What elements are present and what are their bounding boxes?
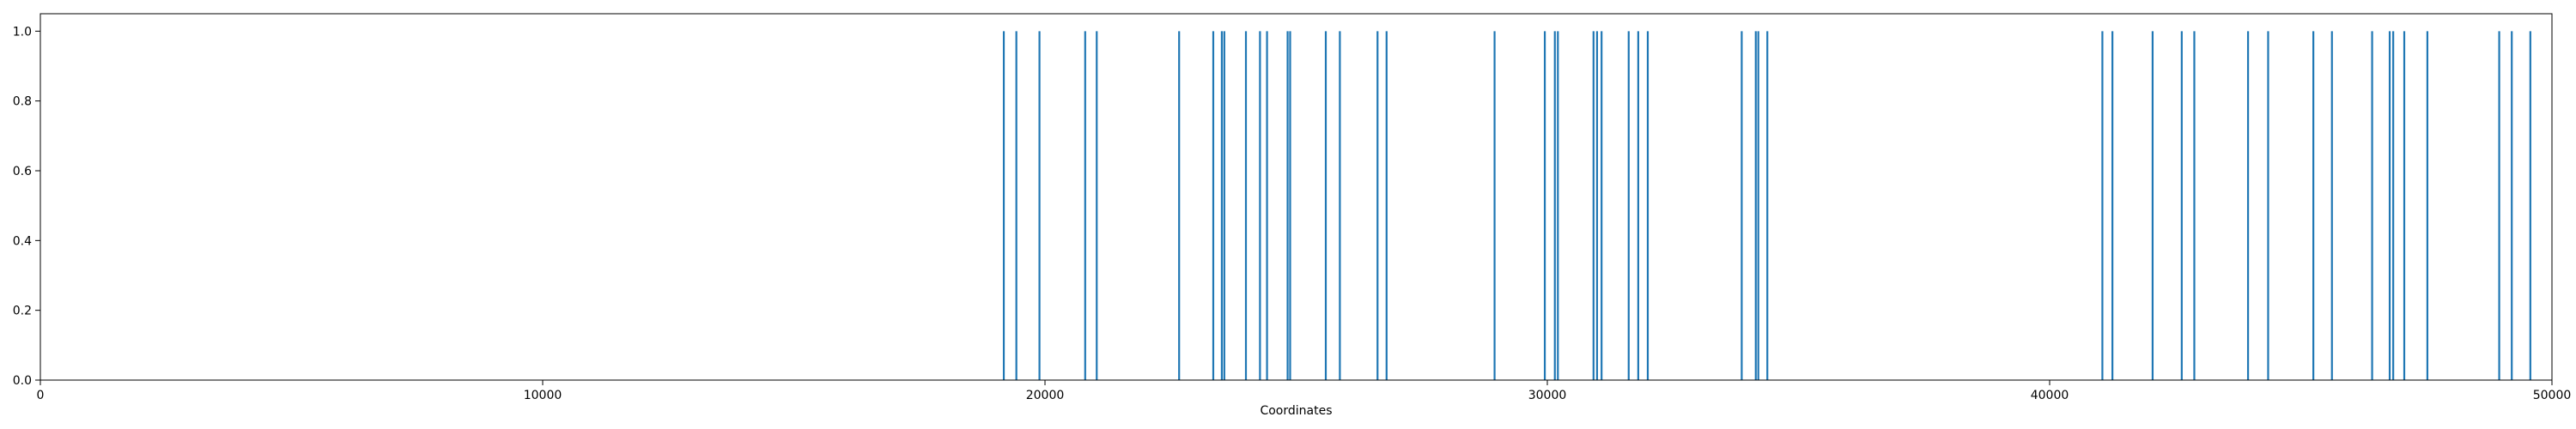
y-tick-label: 0.4 (13, 234, 32, 248)
y-tick-label: 0.0 (13, 374, 32, 388)
y-tick-label: 0.6 (13, 165, 32, 178)
y-tick-label: 0.2 (13, 305, 32, 318)
x-tick-label: 0 (37, 389, 45, 402)
x-tick-label: 10000 (524, 389, 562, 402)
y-tick-label: 1.0 (13, 25, 32, 39)
bars-group (1002, 31, 2531, 380)
y-axis: 0.0 0.2 0.4 0.6 0.8 1.0 (13, 25, 40, 388)
x-tick-label: 30000 (1528, 389, 1567, 402)
plot-frame (39, 13, 2553, 381)
x-axis: 0 10000 20000 30000 40000 50000 (37, 380, 2572, 402)
x-tick-label: 40000 (2031, 389, 2069, 402)
y-tick-label: 0.8 (13, 95, 32, 109)
x-tick-label: 50000 (2533, 389, 2572, 402)
x-tick-label: 20000 (1026, 389, 1065, 402)
x-axis-label: Coordinates (1260, 404, 1332, 418)
